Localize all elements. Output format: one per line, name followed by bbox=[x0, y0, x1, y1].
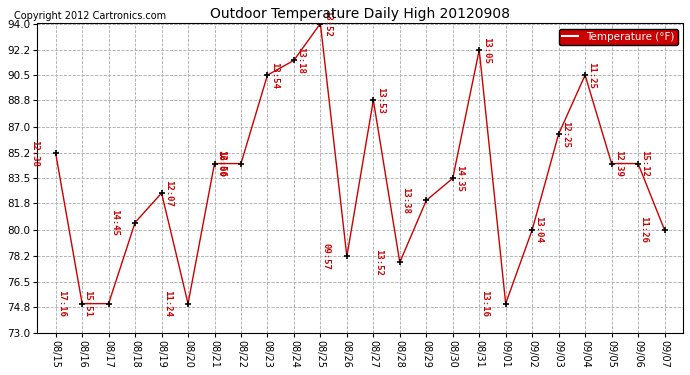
Text: 12:25: 12:25 bbox=[561, 121, 570, 147]
Text: 12:56: 12:56 bbox=[217, 150, 226, 177]
Text: 13:38: 13:38 bbox=[401, 187, 410, 214]
Text: 13:04: 13:04 bbox=[535, 216, 544, 243]
Text: 11:24: 11:24 bbox=[163, 290, 172, 317]
Text: 12:39: 12:39 bbox=[614, 150, 623, 177]
Text: 14:35: 14:35 bbox=[455, 165, 464, 192]
Text: 14:45: 14:45 bbox=[110, 209, 119, 236]
Title: Outdoor Temperature Daily High 20120908: Outdoor Temperature Daily High 20120908 bbox=[210, 7, 510, 21]
Text: 13:54: 13:54 bbox=[270, 62, 279, 88]
Legend: Temperature (°F): Temperature (°F) bbox=[560, 29, 678, 45]
Text: 17:16: 17:16 bbox=[57, 290, 66, 317]
Text: 16:00: 16:00 bbox=[216, 150, 225, 177]
Text: 13:05: 13:05 bbox=[482, 37, 491, 63]
Text: 13:18: 13:18 bbox=[297, 47, 306, 74]
Text: Copyright 2012 Cartronics.com: Copyright 2012 Cartronics.com bbox=[14, 11, 166, 21]
Text: 15:51: 15:51 bbox=[83, 290, 92, 317]
Text: 09:57: 09:57 bbox=[322, 243, 331, 270]
Text: 11:26: 11:26 bbox=[639, 216, 648, 243]
Text: 11:25: 11:25 bbox=[588, 62, 597, 88]
Text: 12:07: 12:07 bbox=[164, 180, 173, 207]
Text: 13:16: 13:16 bbox=[480, 290, 489, 317]
Text: 12:38: 12:38 bbox=[30, 140, 39, 166]
Text: 13:52: 13:52 bbox=[375, 249, 384, 276]
Text: 15:12: 15:12 bbox=[640, 150, 649, 177]
Text: 13:53: 13:53 bbox=[376, 87, 385, 114]
Text: 13:52: 13:52 bbox=[323, 10, 332, 37]
